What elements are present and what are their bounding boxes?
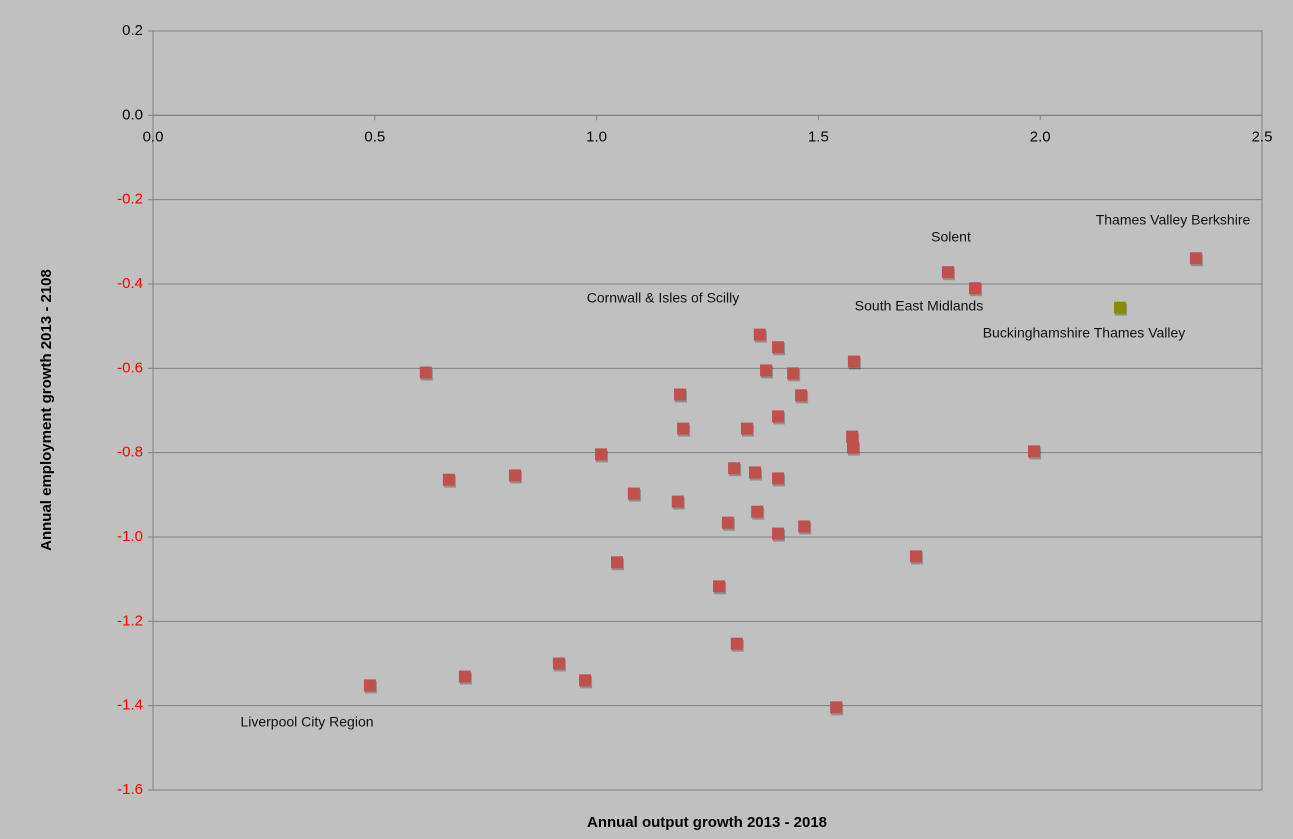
point — [595, 448, 608, 461]
point — [611, 556, 624, 569]
point — [753, 328, 766, 341]
point — [798, 520, 811, 533]
point — [677, 422, 690, 435]
point — [508, 469, 521, 482]
point — [772, 341, 785, 354]
x-tick-label: 2.5 — [1252, 128, 1273, 145]
annotation: Solent — [931, 229, 971, 245]
point — [787, 367, 800, 380]
point — [740, 422, 753, 435]
annotation: Liverpool City Region — [240, 714, 373, 730]
point — [751, 505, 764, 518]
annotation: South East Midlands — [855, 298, 983, 314]
point — [772, 527, 785, 540]
point — [968, 282, 981, 295]
point — [830, 701, 843, 714]
x-tick-label: 1.5 — [808, 128, 829, 145]
annotation: Thames Valley Berkshire — [1096, 212, 1251, 228]
x-tick-label: 0.5 — [364, 128, 385, 145]
point — [1189, 252, 1202, 265]
point — [847, 355, 860, 368]
y-tick-label: 0.0 — [122, 106, 143, 123]
point — [772, 410, 785, 423]
point — [1114, 301, 1127, 314]
point — [772, 472, 785, 485]
y-tick-label: -1.6 — [117, 781, 143, 798]
point — [846, 430, 859, 443]
x-axis-title: Annual output growth 2013 - 2018 — [587, 814, 827, 831]
point — [673, 388, 686, 401]
point — [713, 580, 726, 593]
point — [760, 364, 773, 377]
point — [552, 657, 565, 670]
y-tick-label: -1.0 — [117, 528, 143, 545]
point — [363, 679, 376, 692]
point — [730, 637, 743, 650]
point — [671, 495, 684, 508]
point — [795, 389, 808, 402]
y-tick-label: -0.2 — [117, 191, 143, 208]
point — [458, 670, 471, 683]
point — [627, 487, 640, 500]
point — [909, 550, 922, 563]
y-tick-label: -0.8 — [117, 444, 143, 461]
point — [748, 466, 761, 479]
plot-border — [152, 30, 1263, 791]
annotation: Buckinghamshire Thames Valley — [983, 325, 1186, 341]
y-tick-label: -0.4 — [117, 275, 143, 292]
annotation: Cornwall & Isles of Scilly — [587, 290, 740, 306]
point — [847, 441, 860, 454]
point — [579, 674, 592, 687]
point — [442, 473, 455, 486]
y-axis-title: Annual employment growth 2013 - 2108 — [38, 269, 55, 551]
y-tick-label: 0.2 — [122, 22, 143, 39]
x-tick-label: 0.0 — [143, 128, 164, 145]
y-tick-label: -0.6 — [117, 359, 143, 376]
point — [941, 266, 954, 279]
x-tick-label: 1.0 — [586, 128, 607, 145]
point — [728, 462, 741, 475]
y-tick-label: -1.4 — [117, 697, 143, 714]
point — [419, 366, 432, 379]
point — [1027, 445, 1040, 458]
x-tick-label: 2.0 — [1030, 128, 1051, 145]
y-tick-label: -1.2 — [117, 612, 143, 629]
point — [721, 516, 734, 529]
